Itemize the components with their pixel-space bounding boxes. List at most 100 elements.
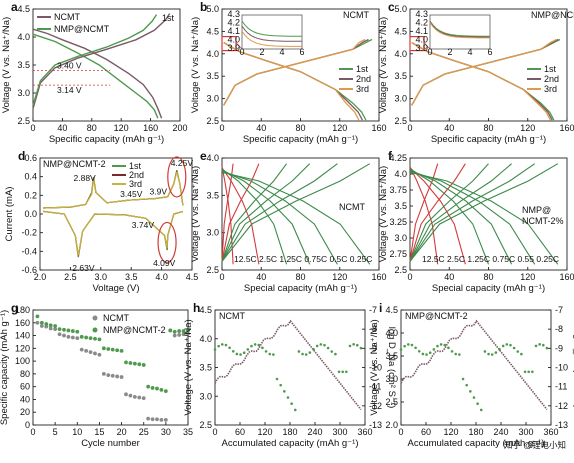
panel-letter: b	[200, 0, 207, 14]
diffusion-point	[264, 350, 268, 353]
inset-y-tick: 3.9	[227, 43, 240, 53]
legend-ncmt-label: NCMT	[54, 12, 80, 22]
charge-cycle-1	[223, 38, 373, 106]
x-tick-label: 5	[53, 427, 58, 437]
y-tick-label: 3.0	[385, 374, 398, 384]
rate-discharge-6	[221, 171, 371, 265]
y-tick-label: 3.0	[394, 233, 407, 243]
y-tick-label: 80	[20, 369, 30, 379]
data-point-nmp	[146, 384, 151, 389]
diffusion-point	[293, 408, 297, 412]
inset-x-tick: 6	[487, 47, 492, 57]
diffusion-point	[399, 348, 403, 351]
discharge-ncmt	[32, 28, 163, 119]
diffusion-point	[425, 353, 428, 356]
data-point-ncmt	[155, 417, 159, 422]
inset-y-tick: 4.3	[415, 9, 428, 19]
rate-charge-4	[221, 163, 311, 262]
charge-cycle-2	[411, 38, 559, 106]
panel-i: i 0 60 120 180 240 300 360 2.0 2.5 3.0 3.5 4.0 4.5 Acc…	[369, 301, 574, 449]
y-tick-label: 100	[15, 356, 30, 366]
x-axis-label: Specific capacity (mAh g⁻¹)	[243, 134, 358, 145]
data-point-ncmt	[163, 417, 168, 422]
y-axis-label: Voltage (V vs. Na⁺/Na)	[190, 166, 201, 262]
data-point-nmp	[137, 362, 142, 367]
y-tick-label: 2.5	[17, 116, 30, 126]
diffusion-point	[355, 343, 359, 347]
y-axis-label: Voltage (V vs. Na⁺/Na)	[183, 319, 194, 415]
diffusion-point	[494, 351, 498, 354]
data-point-ncmt	[66, 334, 71, 339]
x-tick-label: 120	[114, 123, 129, 133]
x-tick-label: 35	[183, 427, 193, 437]
data-point-ncmt	[70, 335, 75, 340]
x-tick-label: 240	[493, 427, 508, 437]
y-tick-label: 0.4	[24, 172, 37, 182]
x-axis-label: Special capacity (mAh g⁻¹)	[244, 283, 357, 294]
legend-cycle-1-label: 1st	[129, 161, 142, 171]
legend-cycle-2-label: 2nd	[129, 170, 144, 180]
y-tick-label: 5.0	[206, 4, 219, 14]
data-point-nmp	[110, 347, 115, 352]
watermark-text: 知乎 @锂电小知	[504, 440, 566, 450]
data-point-ncmt	[146, 416, 151, 421]
data-point-nmp	[48, 323, 53, 328]
panel-title-line2: NCMT-2%	[522, 216, 564, 226]
diffusion-point	[527, 370, 531, 374]
data-point-nmp	[141, 363, 146, 367]
data-point-nmp	[159, 387, 164, 392]
y2-tick-label: -12	[369, 401, 382, 411]
diffusion-point	[421, 352, 425, 356]
annotation-263: 2.63V	[72, 263, 95, 273]
charge-cycle-1	[411, 38, 561, 106]
inset-curve-2	[429, 21, 490, 38]
inset-curve-3	[429, 22, 490, 39]
x-tick-label: 10	[72, 427, 82, 437]
x-tick-label: 360	[357, 427, 372, 437]
diffusion-point	[490, 353, 494, 356]
x-axis-label: Accumulated capacity (mAh g⁻¹)	[221, 438, 358, 449]
panel-e: e 0 40 80 120 160 2.5 3.0 3.5 4.0 Special capacity…	[190, 149, 387, 294]
x-tick-label: 160	[371, 123, 386, 133]
discharge-cycle-3	[223, 42, 360, 121]
diffusion-point	[253, 343, 257, 346]
diffusion-point	[432, 348, 436, 351]
panel-d: d 2.0 2.5 3.0 3.5 4.0 4.5 -0.6 -0.4 -0.2 0.0 0.2 0.4…	[4, 149, 198, 294]
cv-cathodic-1	[42, 210, 184, 258]
inset-curve-2	[241, 25, 302, 42]
y-tick-label: 0.2	[24, 190, 37, 200]
diffusion-point	[242, 351, 246, 355]
panel-letter: a	[11, 0, 18, 14]
x-tick-label: 0	[219, 123, 224, 133]
data-point-nmp	[128, 361, 133, 365]
data-point-ncmt	[115, 374, 120, 379]
y2-tick-label: -12	[555, 401, 568, 411]
rate-charge-1	[409, 163, 439, 262]
y-tick-label: 2.5	[206, 265, 219, 275]
diffusion-point	[403, 344, 406, 348]
data-point-nmp	[115, 348, 120, 353]
diffusion-point	[257, 343, 261, 347]
rate-charge-3	[409, 163, 489, 262]
rate-charge-2	[221, 163, 260, 262]
x-tick-label: 40	[256, 123, 266, 133]
y2-tick-label: -11	[555, 382, 567, 392]
x-tick-label: 3.5	[125, 272, 138, 282]
x-tick-label: 80	[295, 123, 305, 133]
diffusion-point	[469, 390, 472, 393]
diffusion-point	[268, 352, 272, 356]
legend-ncmt-label: NCMT	[103, 313, 129, 323]
panel-title: NCMT	[343, 10, 369, 20]
diffusion-point	[304, 353, 308, 356]
x-tick-label: 160	[143, 123, 158, 133]
data-point-ncmt	[141, 396, 146, 401]
diffusion-point	[417, 349, 421, 353]
panel-title: NMP@NCMT-2	[531, 10, 574, 20]
inset-curve-3	[241, 30, 302, 47]
y-tick-label: 3.5	[199, 363, 212, 373]
rate-discharge-4	[221, 169, 311, 265]
x-axis-label: Accumulated capacity (mAh g⁻¹)	[407, 438, 544, 449]
rate-charge-2	[409, 163, 466, 262]
diffusion-point	[345, 370, 348, 374]
inset-curve-1	[241, 20, 302, 37]
